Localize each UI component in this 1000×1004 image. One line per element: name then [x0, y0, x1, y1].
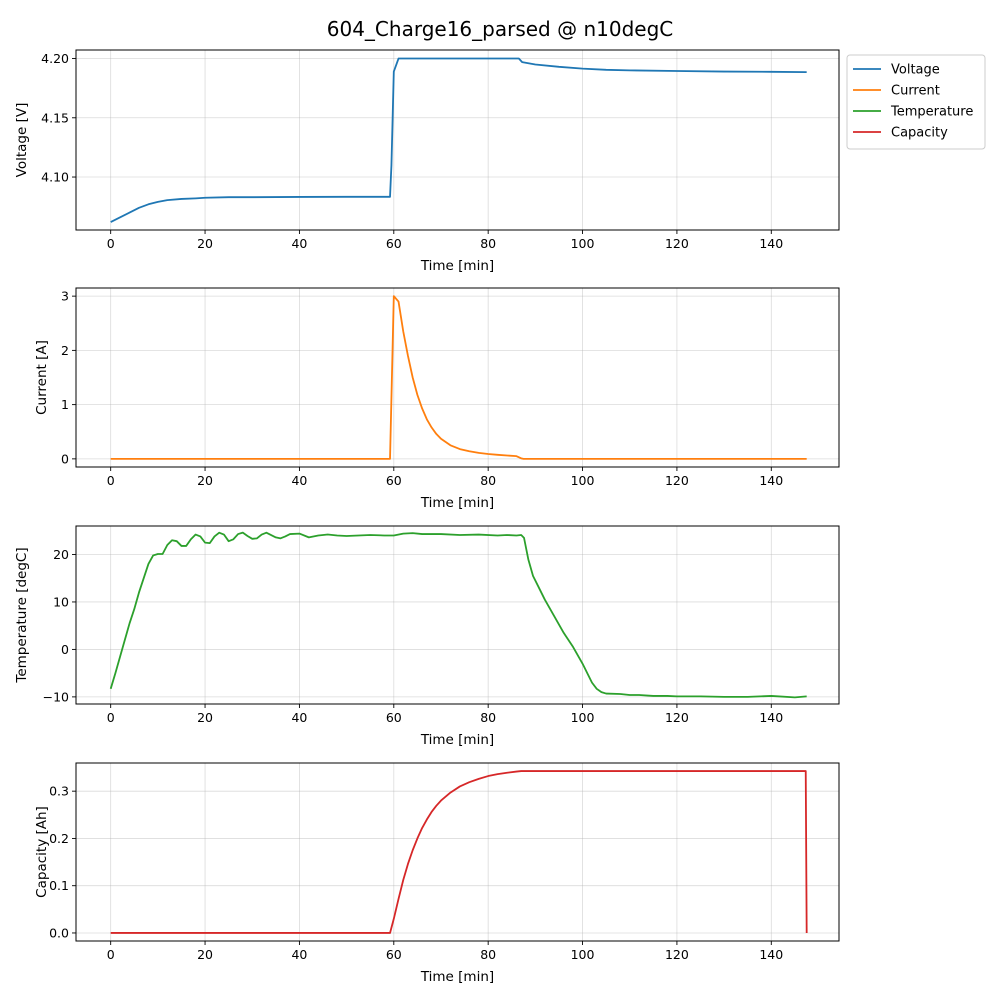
current-xtick-label: 80 [480, 473, 496, 488]
current-xtick-label: 0 [107, 473, 115, 488]
current-xtick-label: 120 [665, 473, 689, 488]
panel-capacity: 0 20 40 60 80 100 120 140 0.0 0.1 0.2 0.3 Time [min]… [34, 762, 840, 985]
current-axes-frame [75, 287, 840, 468]
capacity-series-line [110, 770, 808, 934]
current-xtick-label: 100 [571, 473, 595, 488]
current-xtick-label: 20 [197, 473, 213, 488]
voltage-axes-frame [75, 49, 840, 231]
temperature-ytick-label: 10 [53, 594, 69, 609]
capacity-xtick-label: 20 [197, 947, 213, 962]
figure-title: 604_Charge16_parsed @ n10degC [327, 17, 673, 41]
capacity-xtick-label: 0 [107, 947, 115, 962]
temperature-xtick-label: 140 [759, 710, 783, 725]
temperature-ytick-label: −10 [43, 689, 69, 704]
temperature-xtick-label: 0 [107, 710, 115, 725]
current-ytick-label: 0 [61, 451, 69, 466]
capacity-yaxis-label: Capacity [Ah] [34, 806, 50, 898]
current-series-line [110, 295, 807, 460]
legend-entry-label: Current [891, 84, 940, 99]
voltage-xtick-label: 60 [386, 236, 402, 251]
current-xtick-label: 60 [386, 473, 402, 488]
temperature-series-line [109, 531, 807, 699]
panel-temperature: 0 20 40 60 80 100 120 140 −10 0 10 20 Time [min] Temp… [14, 525, 840, 748]
voltage-xaxis-label: Time [min] [420, 258, 494, 274]
capacity-ytick-label: 0.3 [49, 784, 69, 799]
legend-entry-label: Voltage [891, 63, 940, 78]
panel-voltage: 0 20 40 60 80 100 120 140 4.10 4.15 4.20 Time [min]… [14, 49, 840, 274]
current-ytick-label: 2 [61, 343, 69, 358]
temperature-yaxis-label: Temperature [degC] [14, 547, 30, 683]
temperature-ytick-label: 0 [61, 642, 69, 657]
temperature-xtick-label: 120 [665, 710, 689, 725]
voltage-yaxis-label: Voltage [V] [14, 103, 30, 178]
voltage-xtick-label: 0 [107, 236, 115, 251]
capacity-axes-frame [75, 762, 840, 942]
current-xaxis-label: Time [min] [420, 495, 494, 511]
voltage-ytick-label: 4.15 [41, 110, 69, 125]
temperature-axes-frame [75, 525, 840, 705]
capacity-xtick-label: 60 [386, 947, 402, 962]
temperature-xtick-label: 60 [386, 710, 402, 725]
temperature-xtick-label: 80 [480, 710, 496, 725]
temperature-xtick-label: 100 [571, 710, 595, 725]
voltage-xtick-label: 20 [197, 236, 213, 251]
legend-entry-label: Temperature [890, 105, 973, 120]
temperature-xtick-label: 20 [197, 710, 213, 725]
voltage-ytick-label: 4.20 [41, 51, 69, 66]
capacity-xtick-label: 100 [571, 947, 595, 962]
capacity-xtick-label: 80 [480, 947, 496, 962]
temperature-ytick-label: 20 [53, 547, 69, 562]
capacity-xaxis-label: Time [min] [420, 969, 494, 985]
capacity-ytick-label: 0.1 [49, 878, 69, 893]
current-xtick-label: 40 [291, 473, 307, 488]
current-yaxis-label: Current [A] [34, 340, 50, 415]
legend-frame [846, 54, 986, 150]
voltage-xtick-label: 80 [480, 236, 496, 251]
voltage-xtick-label: 140 [759, 236, 783, 251]
legend: Voltage Current Temperature Capacity [846, 54, 986, 150]
voltage-series-line [110, 57, 807, 223]
current-xtick-label: 140 [759, 473, 783, 488]
voltage-xtick-label: 120 [665, 236, 689, 251]
legend-entry-label: Capacity [891, 126, 948, 141]
capacity-xtick-label: 120 [665, 947, 689, 962]
voltage-xtick-label: 40 [291, 236, 307, 251]
capacity-xtick-label: 140 [759, 947, 783, 962]
temperature-xtick-label: 40 [291, 710, 307, 725]
voltage-ytick-label: 4.10 [41, 170, 69, 185]
capacity-xtick-label: 40 [291, 947, 307, 962]
current-ytick-label: 3 [61, 289, 69, 304]
temperature-xaxis-label: Time [min] [420, 732, 494, 748]
voltage-xtick-label: 100 [571, 236, 595, 251]
capacity-ytick-label: 0.2 [49, 831, 69, 846]
panel-current: 0 20 40 60 80 100 120 140 0 1 2 3 Time [min] Current … [34, 287, 840, 511]
capacity-ytick-label: 0.0 [49, 925, 69, 940]
current-ytick-label: 1 [61, 397, 69, 412]
